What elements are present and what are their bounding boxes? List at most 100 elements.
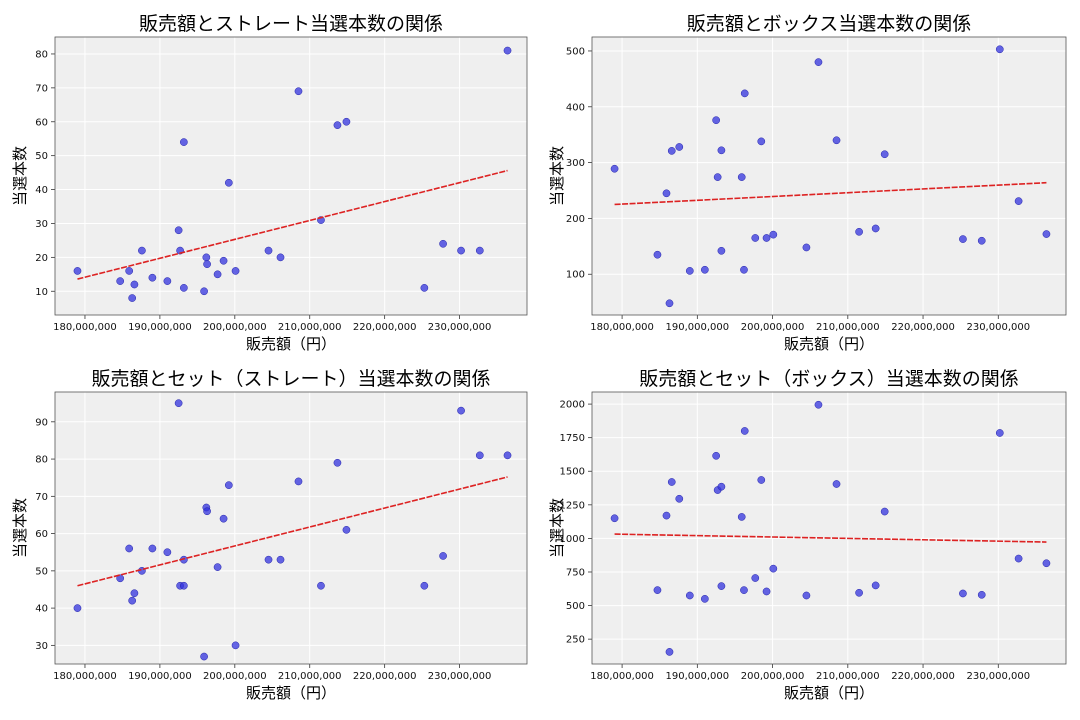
data-point <box>475 246 484 255</box>
data-point <box>832 480 841 488</box>
y-tick-label: 60 <box>35 117 48 128</box>
data-point <box>802 243 811 252</box>
x-tick-label: 210,000,000 <box>816 322 880 333</box>
data-point <box>713 173 722 181</box>
data-point <box>203 260 211 268</box>
data-point <box>200 652 208 661</box>
y-tick-label: 200 <box>566 214 585 225</box>
data-point <box>457 246 465 255</box>
y-tick-label: 2000 <box>560 400 585 411</box>
chart-title: 販売額とセット（ストレート）当選本数の関係 <box>91 368 490 390</box>
data-point <box>294 477 303 486</box>
data-point <box>737 173 746 181</box>
x-tick-label: 190,000,000 <box>128 671 192 682</box>
data-point <box>128 294 137 302</box>
data-point <box>342 117 351 126</box>
x-tick-label: 210,000,000 <box>278 322 342 333</box>
data-point <box>977 236 986 245</box>
data-point <box>880 507 889 516</box>
x-tick-label: 200,000,000 <box>741 671 805 682</box>
plot-frame <box>591 36 1067 316</box>
data-point <box>128 596 137 605</box>
y-tick-label: 500 <box>566 46 585 57</box>
data-point <box>125 544 134 553</box>
data-point <box>333 458 342 467</box>
data-point <box>665 299 674 308</box>
x-tick-label: 230,000,000 <box>428 322 492 333</box>
y-tick-label: 80 <box>35 455 48 466</box>
data-point <box>503 451 512 460</box>
y-tick-label: 40 <box>35 185 48 196</box>
data-point <box>740 89 749 98</box>
y-tick-label: 70 <box>35 83 48 94</box>
data-point <box>667 478 676 486</box>
data-point <box>457 406 465 415</box>
plot-area <box>55 392 527 664</box>
x-tick-label: 220,000,000 <box>353 322 417 333</box>
y-tick-label: 500 <box>566 601 585 612</box>
data-point <box>163 277 172 285</box>
data-point <box>1014 197 1023 205</box>
data-point <box>163 548 172 557</box>
data-point <box>148 273 157 282</box>
data-point <box>855 227 863 236</box>
data-point <box>342 526 351 534</box>
y-tick-label: 50 <box>35 151 48 162</box>
data-point <box>200 287 208 296</box>
data-point <box>138 246 146 255</box>
data-point <box>855 588 863 597</box>
data-point <box>737 513 746 521</box>
data-point <box>995 429 1004 437</box>
y-tick-label: 60 <box>35 529 48 540</box>
data-point <box>213 563 222 571</box>
data-point <box>653 586 662 594</box>
x-tick-label: 200,000,000 <box>203 322 267 333</box>
x-tick-label: 210,000,000 <box>816 671 880 682</box>
x-tick-label: 220,000,000 <box>891 671 955 682</box>
data-point <box>832 136 841 145</box>
data-point <box>180 581 188 590</box>
data-point <box>757 137 766 146</box>
data-point <box>439 552 447 560</box>
data-point <box>769 230 778 239</box>
data-point <box>717 582 726 590</box>
data-point <box>116 574 125 583</box>
trend-line <box>614 181 1047 206</box>
data-point <box>1014 554 1023 563</box>
x-tick-label: 200,000,000 <box>741 322 805 333</box>
data-point <box>276 253 285 262</box>
y-axis-label: 当選本数 <box>548 498 566 558</box>
plot-area <box>592 392 1066 664</box>
data-point <box>751 574 760 582</box>
chart-title: 販売額とストレート当選本数の関係 <box>139 13 443 35</box>
data-point <box>174 399 183 408</box>
data-point <box>712 116 720 125</box>
y-tick-label: 100 <box>566 270 585 281</box>
data-point <box>439 239 447 248</box>
data-point <box>880 150 889 159</box>
data-point <box>503 46 512 55</box>
y-tick-label: 400 <box>566 102 585 113</box>
y-axis-label: 当選本数 <box>11 146 29 206</box>
data-point <box>231 267 240 275</box>
data-point <box>701 595 709 603</box>
x-tick-label: 180,000,000 <box>53 322 117 333</box>
x-tick-label: 180,000,000 <box>590 671 654 682</box>
chart-title: 販売額とセット（ボックス）当選本数の関係 <box>639 368 1018 390</box>
data-point <box>701 265 709 274</box>
data-point <box>717 146 726 155</box>
data-point <box>977 590 986 599</box>
data-point <box>231 641 240 650</box>
data-point <box>1042 559 1051 568</box>
data-point <box>333 121 342 129</box>
plot-area <box>592 37 1066 315</box>
data-point <box>717 246 726 255</box>
trend-line <box>77 169 508 280</box>
chart-title: 販売額とボックス当選本数の関係 <box>687 13 971 35</box>
subplot-4: 180,000,000 190,000,000 200,000,000 210,000… <box>548 368 1067 702</box>
data-point <box>757 476 766 484</box>
data-point <box>148 544 157 553</box>
data-point <box>959 589 967 598</box>
y-tick-label: 750 <box>566 567 585 578</box>
